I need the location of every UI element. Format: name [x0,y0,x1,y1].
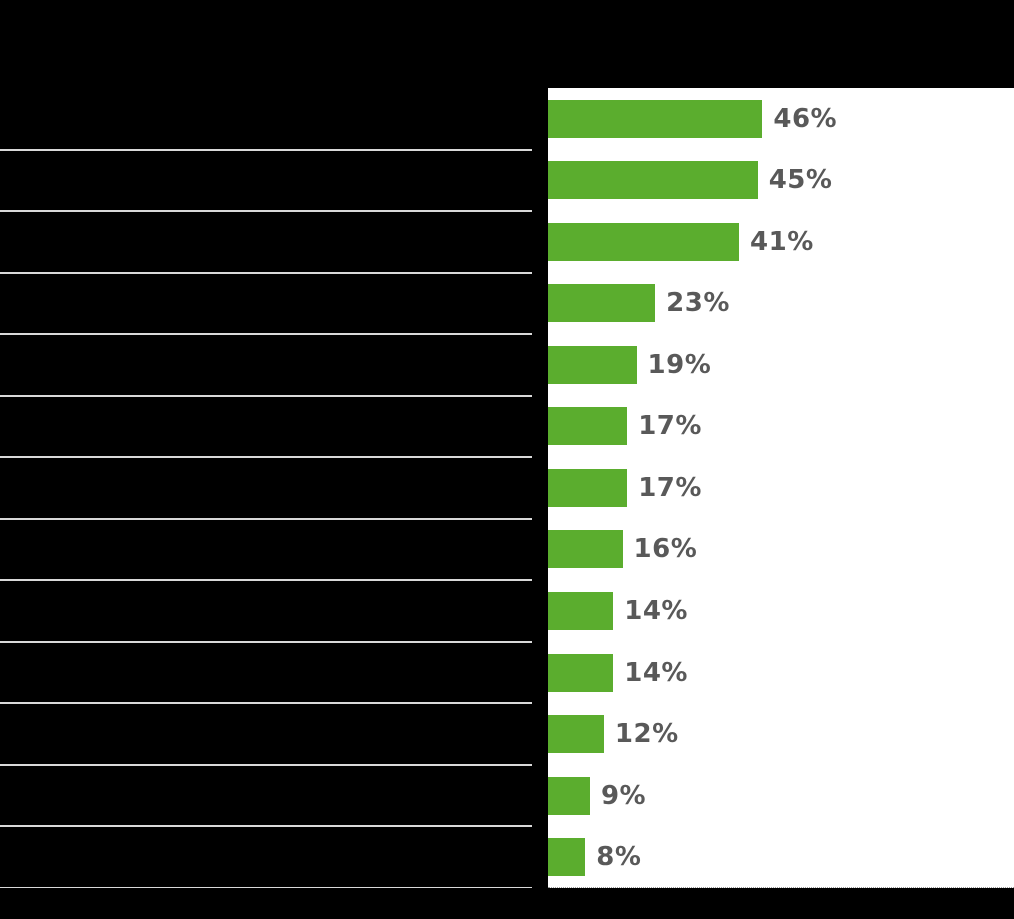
category-label-cell [0,273,548,336]
row-separator-line [0,394,532,397]
row-separator-line [0,517,532,520]
bar-value-label: 12% [614,719,679,750]
chart-rows: 46% 45% 41% 23% 19% 17% 17% 16% 14% 14% 12% 9% 8% [0,88,1014,889]
bar-value-label: 45% [768,165,833,196]
bar-value-label: 46% [773,103,838,134]
category-label-cell [0,396,548,459]
value-bar [548,838,586,877]
row-separator-line [0,763,532,766]
category-label-cell [0,211,548,274]
value-bar [548,345,637,384]
value-bar [548,715,604,754]
value-bar [548,222,740,261]
category-label-cell [0,88,548,151]
bar-area: 9% [548,765,1014,827]
bar-value-label: 14% [624,596,688,627]
value-bar [548,99,763,138]
bar-area: 46% [548,88,1014,150]
bar-value-label: 16% [633,534,698,565]
bar-area: 23% [548,273,1014,335]
bar-value-label: 23% [666,288,730,319]
bar-area: 45% [548,150,1014,212]
chart-row: 17% [0,396,1014,459]
chart-row: 17% [0,457,1014,520]
bar-area: 14% [548,580,1014,642]
category-label-cell [0,642,548,705]
chart-row: 46% [0,88,1014,151]
category-label-cell [0,580,548,643]
value-bar [548,530,623,569]
value-bar [548,161,758,200]
value-bar [548,468,628,507]
chart-row: 41% [0,211,1014,274]
chart-row: 23% [0,273,1014,336]
value-bar [548,592,614,631]
category-label-cell [0,150,548,213]
bar-area: 17% [548,396,1014,458]
bar-value-label: 41% [750,226,814,257]
row-separator-line [0,456,532,459]
chart-row: 12% [0,703,1014,766]
category-label-cell [0,519,548,582]
chart-row: 14% [0,580,1014,643]
chart-title-area [0,0,1014,88]
bar-value-label: 19% [647,349,712,380]
bar-area: 41% [548,211,1014,273]
value-bar [548,407,628,446]
chart-footer-area [0,888,1014,919]
bar-area: 19% [548,334,1014,396]
row-separator-line [0,148,532,151]
bar-area: 14% [548,642,1014,704]
row-separator-line [0,825,532,828]
category-label-cell [0,457,548,520]
category-label-cell [0,334,548,397]
bar-value-label: 14% [624,657,688,688]
row-separator-line [0,333,532,336]
category-label-cell [0,765,548,828]
row-separator-line [0,271,532,274]
chart-row: 14% [0,642,1014,705]
chart-row: 16% [0,519,1014,582]
chart-row: 9% [0,765,1014,828]
chart-row: 45% [0,150,1014,213]
bar-value-label: 8% [596,842,642,873]
value-bar [548,653,614,692]
chart-row: 19% [0,334,1014,397]
row-separator-line [0,886,532,889]
chart-row: 8% [0,826,1014,889]
row-separator-line [0,640,532,643]
bar-value-label: 17% [638,411,702,442]
bar-value-label: 9% [600,780,647,811]
bar-value-label: 17% [638,472,702,503]
bar-area: 16% [548,519,1014,581]
category-label-cell [0,703,548,766]
bar-area: 8% [548,826,1014,888]
value-bar [548,776,590,815]
row-separator-line [0,702,532,705]
bar-area: 12% [548,703,1014,765]
value-bar [548,284,656,323]
row-separator-line [0,579,532,582]
bar-area: 17% [548,457,1014,519]
row-separator-line [0,210,532,213]
category-label-cell [0,826,548,889]
